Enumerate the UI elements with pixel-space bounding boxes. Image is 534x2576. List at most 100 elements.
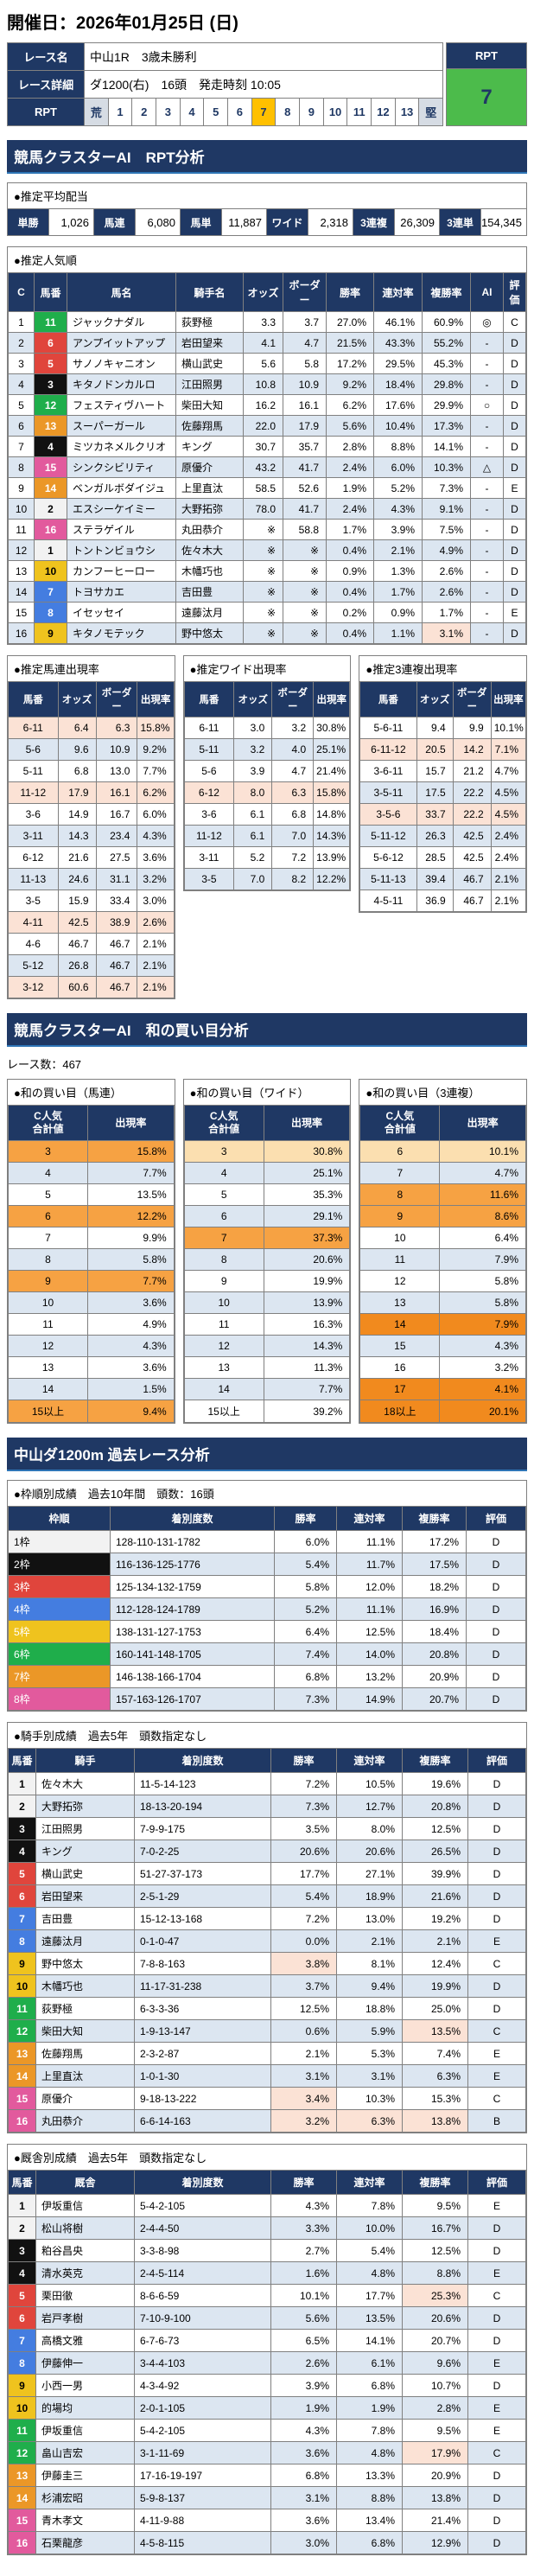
cell-ren: 27.1%: [336, 1862, 403, 1885]
cell-ai: -: [470, 622, 504, 644]
cell-num: 5: [34, 353, 67, 374]
cell-ren: 12.0%: [336, 1575, 403, 1598]
wano-umaren-table: C人気 合計値 出現率 3 15.8% 4 7.7% 5 13.5% 6 12.2% 7 9.9%…: [8, 1105, 175, 1423]
cell-ren: 43.3%: [373, 332, 423, 354]
jockey-header-row: 馬番 騎手 着別度数 勝率 連対率 複勝率 評価: [8, 1748, 526, 1773]
cell-num: 9: [8, 2374, 36, 2397]
cell-num: 15: [8, 2509, 36, 2532]
table-row: 16 3.2%: [359, 1356, 527, 1379]
table-row: 5-6 9.6 10.9 9.2%: [8, 738, 175, 761]
column-header: 連対率: [336, 1506, 403, 1531]
umaren-appearance-title: ●推定馬連出現率: [14, 663, 99, 676]
cell-fuku: 20.7%: [402, 2329, 468, 2352]
cell-v: 4.7%: [439, 1162, 527, 1184]
cell-rate: 13.9%: [313, 846, 351, 869]
cell-fuku: 7.5%: [422, 519, 471, 540]
payout-value: 6,080: [136, 209, 181, 235]
cell-k: 14: [183, 1378, 264, 1400]
cell-win: 4.3%: [270, 2194, 337, 2217]
cell-rate: 4.3%: [137, 825, 175, 847]
column-header: C人気 合計値: [359, 1105, 441, 1141]
table-row: 3 30.8%: [183, 1140, 351, 1163]
cell-num: 1: [8, 2194, 36, 2217]
cell-ren: 6.1%: [336, 2351, 403, 2375]
table-row: 14 7.7%: [183, 1378, 351, 1400]
cell-num: 13: [34, 415, 67, 437]
cell-win: 7.2%: [270, 1772, 337, 1795]
cell-record: 146-138-166-1704: [110, 1665, 275, 1688]
column-header: 勝率: [270, 2170, 337, 2195]
table-row: 7 4 ミツカネメルクリオ キング 30.7 35.7 2.8% 8.8% 14.1% - D: [8, 436, 526, 457]
column-header: ボーダー: [283, 272, 327, 312]
cell-pair: 6-11-12: [359, 738, 417, 761]
cell-ren: 14.0%: [336, 1642, 403, 1666]
cell-eval: D: [466, 1642, 526, 1666]
rpt-scale-cell: 9: [299, 99, 323, 125]
cell-ren: 11.1%: [336, 1530, 403, 1553]
cell-num: 14: [34, 477, 67, 499]
cell-border: ※: [283, 622, 327, 644]
cell-border: 7.0: [271, 825, 315, 847]
cell-fuku: 25.3%: [402, 2284, 468, 2307]
cell-record: 6-7-6-73: [134, 2329, 271, 2352]
table-row: 5枠 138-131-127-1753 6.4% 12.5% 18.4% D: [8, 1620, 526, 1643]
cell-k: 9: [359, 1205, 441, 1227]
cell-horse: ステラゲイル: [67, 519, 176, 540]
cell-v: 5.8%: [439, 1291, 527, 1314]
column-header: 複勝率: [422, 272, 471, 312]
rpt-scale-cell: 1: [107, 99, 132, 125]
cell-name: 青木孝文: [35, 2509, 135, 2532]
cell-num: 4: [8, 1840, 36, 1863]
table-row: 6 岩田望来 2-5-1-29 5.4% 18.9% 21.6% D: [8, 1884, 526, 1908]
cell-c: 9: [8, 477, 35, 499]
cell-win: 7.2%: [270, 1907, 337, 1930]
cell-pair: 11-12: [8, 781, 59, 804]
cell-fuku: 20.9%: [402, 1665, 467, 1688]
cell-num: 6: [8, 1884, 36, 1908]
cell-fuku: 6.3%: [402, 2064, 468, 2088]
cell-eval: C: [467, 2441, 526, 2464]
cell-odds: 78.0: [243, 498, 283, 520]
cell-win: 6.5%: [270, 2329, 337, 2352]
cell-pair: 6-12: [8, 846, 59, 869]
cell-win: 3.3%: [270, 2216, 337, 2240]
cell-ren: 6.8%: [336, 2374, 403, 2397]
cell-border: 42.5: [452, 825, 492, 847]
cell-record: 3-4-4-103: [134, 2351, 271, 2375]
table-row: 3-5-11 17.5 22.2 4.5%: [359, 781, 527, 804]
cell-rate: 4.7%: [490, 760, 527, 782]
cell-ren: 13.3%: [336, 2464, 403, 2487]
cell-eval: C: [467, 2284, 526, 2307]
cell-rate: 10.1%: [490, 717, 527, 739]
cell-ren: 10.0%: [336, 2216, 403, 2240]
table-row: 14 杉浦宏昭 5-9-8-137 3.1% 8.8% 13.8% D: [8, 2486, 526, 2509]
cell-name: 高橋文雅: [35, 2329, 135, 2352]
cell-ai: ○: [470, 394, 504, 416]
race-name-row: レース名 中山1R 3歳未勝利: [7, 42, 443, 71]
cell-border: 35.7: [283, 436, 327, 457]
cell-jockey: 岩田望来: [175, 332, 244, 354]
cell-v: 12.2%: [87, 1205, 175, 1227]
cell-eval: E: [467, 2351, 526, 2375]
cell-border: ※: [283, 602, 327, 623]
cell-k: 4: [183, 1162, 264, 1184]
cell-odds: 3.0: [233, 717, 273, 739]
sanrenpuku-appearance-box: ●推定3連複出現率 馬番 オッズ ボーダー 出現率 5-6-11 9.4 9.9 10.1%…: [359, 655, 528, 913]
column-header: 評価: [467, 1748, 526, 1773]
cell-win: 3.6%: [270, 2509, 337, 2532]
cell-name: 荻野極: [35, 1997, 135, 2020]
cell-label: 2枠: [8, 1553, 111, 1576]
cell-v: 7.7%: [87, 1162, 175, 1184]
cell-eval: D: [467, 2464, 526, 2487]
cell-odds: 16.2: [243, 394, 283, 416]
cell-record: 7-0-2-25: [134, 1840, 271, 1863]
cell-fuku: 9.5%: [402, 2419, 468, 2442]
wide-appearance-title: ●推定ワイド出現率: [189, 663, 287, 676]
cell-win: 2.8%: [326, 436, 374, 457]
column-header: 勝率: [270, 1748, 337, 1773]
cell-ren: 6.8%: [336, 2531, 403, 2554]
cell-name: 木幡巧也: [35, 1974, 135, 1998]
table-row: 4-11 42.5 38.9 2.6%: [8, 911, 175, 934]
cell-eval: D: [467, 1974, 526, 1998]
payout-type-label: ワイド: [267, 209, 308, 235]
